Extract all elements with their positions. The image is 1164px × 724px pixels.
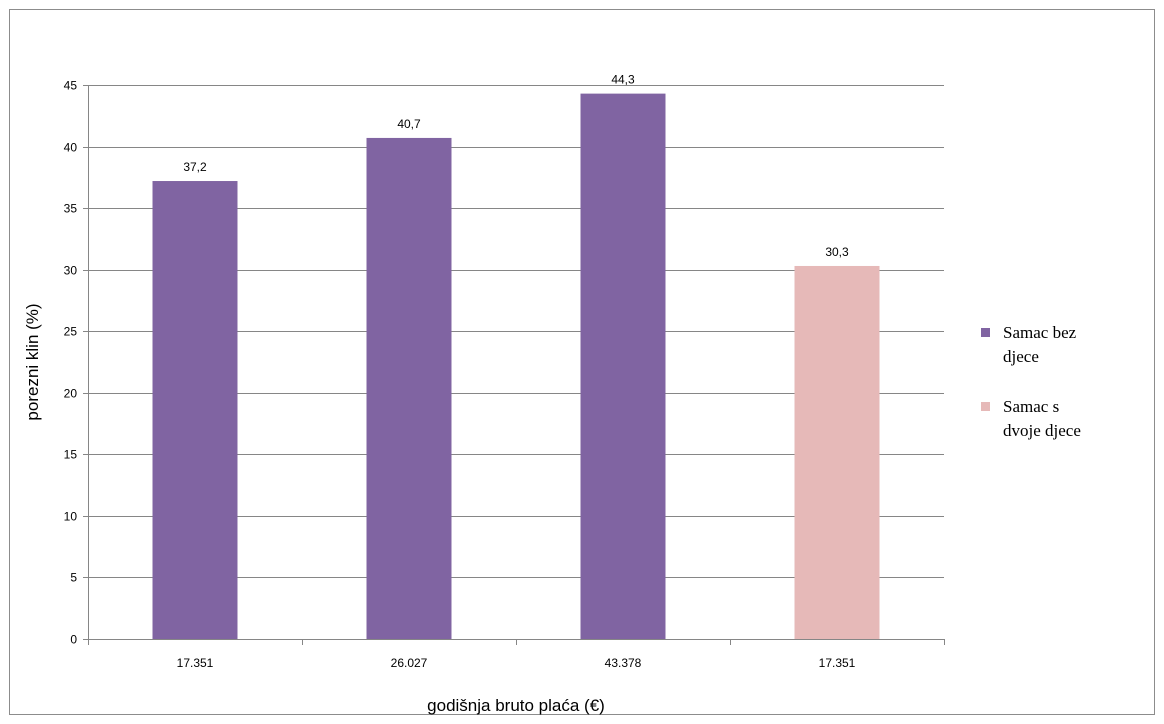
y-tick-label: 40 [64, 141, 78, 155]
x-tick-label: 26.027 [391, 656, 428, 670]
x-tick-label: 17.351 [819, 656, 856, 670]
y-tick-label: 5 [70, 571, 77, 585]
data-label: 40,7 [397, 117, 421, 131]
y-tick-label: 15 [64, 448, 78, 462]
bar [152, 181, 238, 639]
legend: Samac bez djece Samac s dvoje djece [981, 323, 1081, 440]
labels: 0 5 10 15 20 25 30 35 40 45 37,2 17.351 40,7 26.027 44… [64, 73, 856, 670]
x-tick-label: 43.378 [605, 656, 642, 670]
legend-label: Samac s [1003, 397, 1059, 416]
y-tick-label: 30 [64, 264, 78, 278]
legend-label: djece [1003, 347, 1039, 366]
y-tick-label: 35 [64, 202, 78, 216]
y-tick-label: 25 [64, 325, 78, 339]
bars [152, 93, 880, 639]
y-tick-label: 10 [64, 510, 78, 524]
x-axis-title: godišnja bruto plaća (€) [427, 696, 605, 715]
y-axis-title: porezni klin (%) [23, 303, 42, 420]
axes [83, 85, 945, 645]
legend-label: dvoje djece [1003, 421, 1081, 440]
bar [794, 265, 880, 639]
y-tick-label: 45 [64, 79, 78, 93]
bar [580, 93, 666, 639]
legend-label: Samac bez [1003, 323, 1077, 342]
bar [366, 137, 452, 639]
legend-swatch [981, 402, 990, 411]
data-label: 30,3 [825, 245, 849, 259]
y-tick-label: 0 [70, 633, 77, 647]
data-label: 44,3 [611, 73, 635, 87]
x-tick-label: 17.351 [177, 656, 214, 670]
y-tick-label: 20 [64, 387, 78, 401]
data-label: 37,2 [183, 160, 207, 174]
legend-swatch [981, 328, 990, 337]
